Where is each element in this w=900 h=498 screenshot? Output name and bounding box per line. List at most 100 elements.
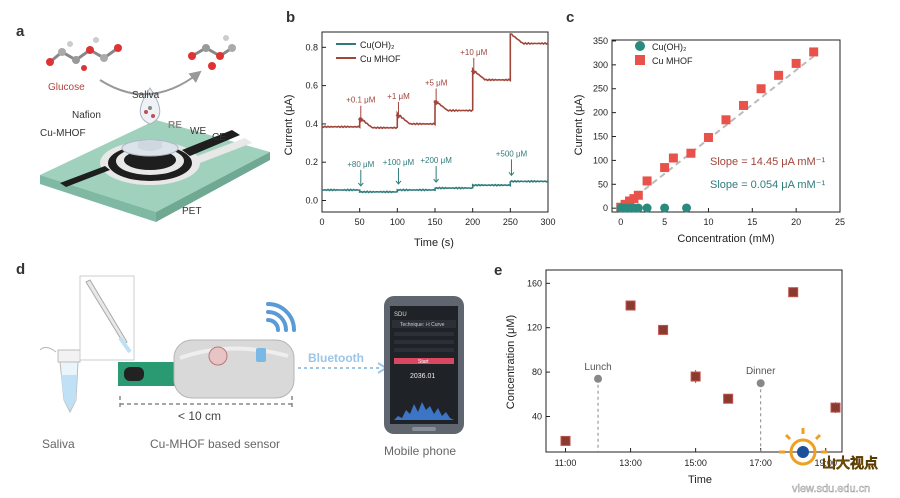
e-event-label: Lunch: [584, 362, 611, 373]
e-ytick-label: 160: [527, 278, 542, 288]
c-point: [791, 58, 801, 68]
c-legend-label-0: Cu(OH)₂: [652, 42, 687, 52]
size-bracket: [119, 396, 293, 410]
c-ytick-label: 50: [598, 179, 608, 189]
e-point: [560, 435, 571, 446]
e-frame: [545, 269, 843, 453]
bluetooth-label: Bluetooth: [308, 351, 364, 365]
bluetooth-chip-icon: [256, 348, 266, 362]
b-xtick-label: 50: [355, 217, 365, 227]
c-xtick-label: 25: [835, 217, 845, 227]
c-point: [809, 47, 819, 57]
b-xlabel: Time (s): [414, 237, 454, 249]
watermark: 山大视点 view.sdu.edu.cn: [779, 428, 878, 495]
e-xtick-label: 11:00: [555, 458, 577, 468]
c-legend: Cu(OH)₂ Cu MHOF: [635, 41, 693, 66]
pipette-inset: [79, 275, 135, 361]
c-point: [633, 203, 643, 213]
panel-a: a: [16, 23, 270, 222]
c-slope-mhof: Slope = 14.45 μA mM⁻¹: [710, 156, 826, 168]
c-ytick-label: 100: [593, 155, 608, 165]
c-xtick-label: 15: [747, 217, 757, 227]
e-xlabel: Time: [688, 474, 712, 486]
sensor-label: Cu-MHOF based sensor: [150, 437, 280, 451]
glucose-molecule-icon: [46, 37, 122, 71]
b-legend-label-1: Cu MHOF: [360, 54, 401, 64]
c-point: [774, 70, 784, 80]
e-ytick-label: 120: [527, 323, 542, 333]
product-molecule-icon: [188, 35, 236, 70]
e-ytick-label: 80: [532, 367, 542, 377]
re-label: RE: [168, 120, 182, 131]
wireless-signal-icon: [266, 302, 296, 332]
c-point: [668, 153, 678, 163]
c-ylabel: Current (μA): [573, 95, 585, 156]
e-ylabel: Concentration (μM): [505, 315, 517, 409]
b-anno-arrowhead: [433, 178, 440, 183]
c-point: [642, 176, 652, 186]
b-anno-arrowhead: [357, 118, 364, 123]
panel-e-letter: e: [494, 262, 502, 279]
phone-chart-icon: [394, 402, 454, 420]
b-anno-arrowhead: [357, 182, 364, 187]
b-xtick-label: 150: [427, 217, 442, 227]
e-ytick-label: 40: [532, 411, 542, 421]
c-xtick-label: 5: [662, 217, 667, 227]
e-event-marker: [594, 374, 603, 383]
b-xtick-label: 300: [540, 217, 555, 227]
panel-c-letter: c: [566, 9, 574, 26]
c-ytick-label: 300: [593, 60, 608, 70]
panel-b-letter: b: [286, 9, 295, 26]
c-ytick-label: 200: [593, 108, 608, 118]
glucose-label: Glucose: [48, 82, 85, 93]
watermark-url: view.sdu.edu.cn: [792, 483, 870, 495]
b-anno-arrowhead: [508, 172, 515, 177]
c-point: [660, 203, 670, 213]
pet-label: PET: [182, 206, 201, 217]
sensor-device: [118, 339, 295, 399]
watermark-logo-icon: [779, 428, 827, 466]
b-anno-arrowhead: [470, 70, 477, 75]
panel-a-letter: a: [16, 23, 25, 40]
b-ytick-label: 0.2: [305, 157, 318, 167]
phone-start-label: Start: [418, 359, 429, 365]
e-xtick-label: 15:00: [684, 458, 707, 468]
saliva-droplet: [121, 87, 179, 157]
e-point: [723, 393, 734, 404]
panel-b: b Current (μA) Time (s) 0 50 100 150 200 250 3…: [283, 9, 556, 249]
c-point: [703, 132, 713, 142]
c-xtick-label: 20: [791, 217, 801, 227]
b-legend-label-0: Cu(OH)₂: [360, 40, 395, 50]
panel-d-letter: d: [16, 261, 25, 278]
b-anno-arrowhead: [395, 114, 402, 119]
c-frame: [611, 39, 841, 213]
e-point: [625, 300, 636, 311]
size-label: < 10 cm: [178, 409, 221, 423]
c-point: [633, 190, 643, 200]
panel-c: c Current (μA) Concentration (mM) 0 5 10 15…: [566, 9, 845, 245]
cu-mhof-label: Cu-MHOF: [40, 128, 86, 139]
b-anno-label: +5 μM: [425, 79, 448, 88]
c-legend-marker-0: [635, 41, 645, 51]
b-xtick-label: 100: [390, 217, 405, 227]
b-ylabel: Current (μA): [283, 95, 295, 156]
phone-label: Mobile phone: [384, 444, 456, 458]
b-legend: Cu(OH)₂ Cu MHOF: [336, 40, 401, 64]
c-slope-cuoh: Slope = 0.054 μA mM⁻¹: [710, 179, 826, 191]
c-legend-label-1: Cu MHOF: [652, 56, 693, 66]
phone-app-name: SDU: [394, 312, 407, 318]
b-ytick-label: 0.6: [305, 81, 318, 91]
reaction-arrow: [99, 70, 202, 96]
saliva-tube-icon: [39, 346, 81, 414]
b-anno-label: +0.1 μM: [346, 96, 376, 105]
phone-start-button: [394, 358, 454, 364]
nafion-label: Nafion: [72, 110, 101, 121]
b-anno-arrowhead: [395, 180, 402, 185]
b-anno-arrowhead: [433, 101, 440, 106]
c-point: [739, 100, 749, 110]
b-anno-label: +200 μM: [420, 156, 452, 165]
c-xtick-label: 0: [618, 217, 623, 227]
b-anno-label: +80 μM: [347, 160, 374, 169]
c-ytick-label: 150: [593, 132, 608, 142]
c-point: [686, 148, 696, 158]
